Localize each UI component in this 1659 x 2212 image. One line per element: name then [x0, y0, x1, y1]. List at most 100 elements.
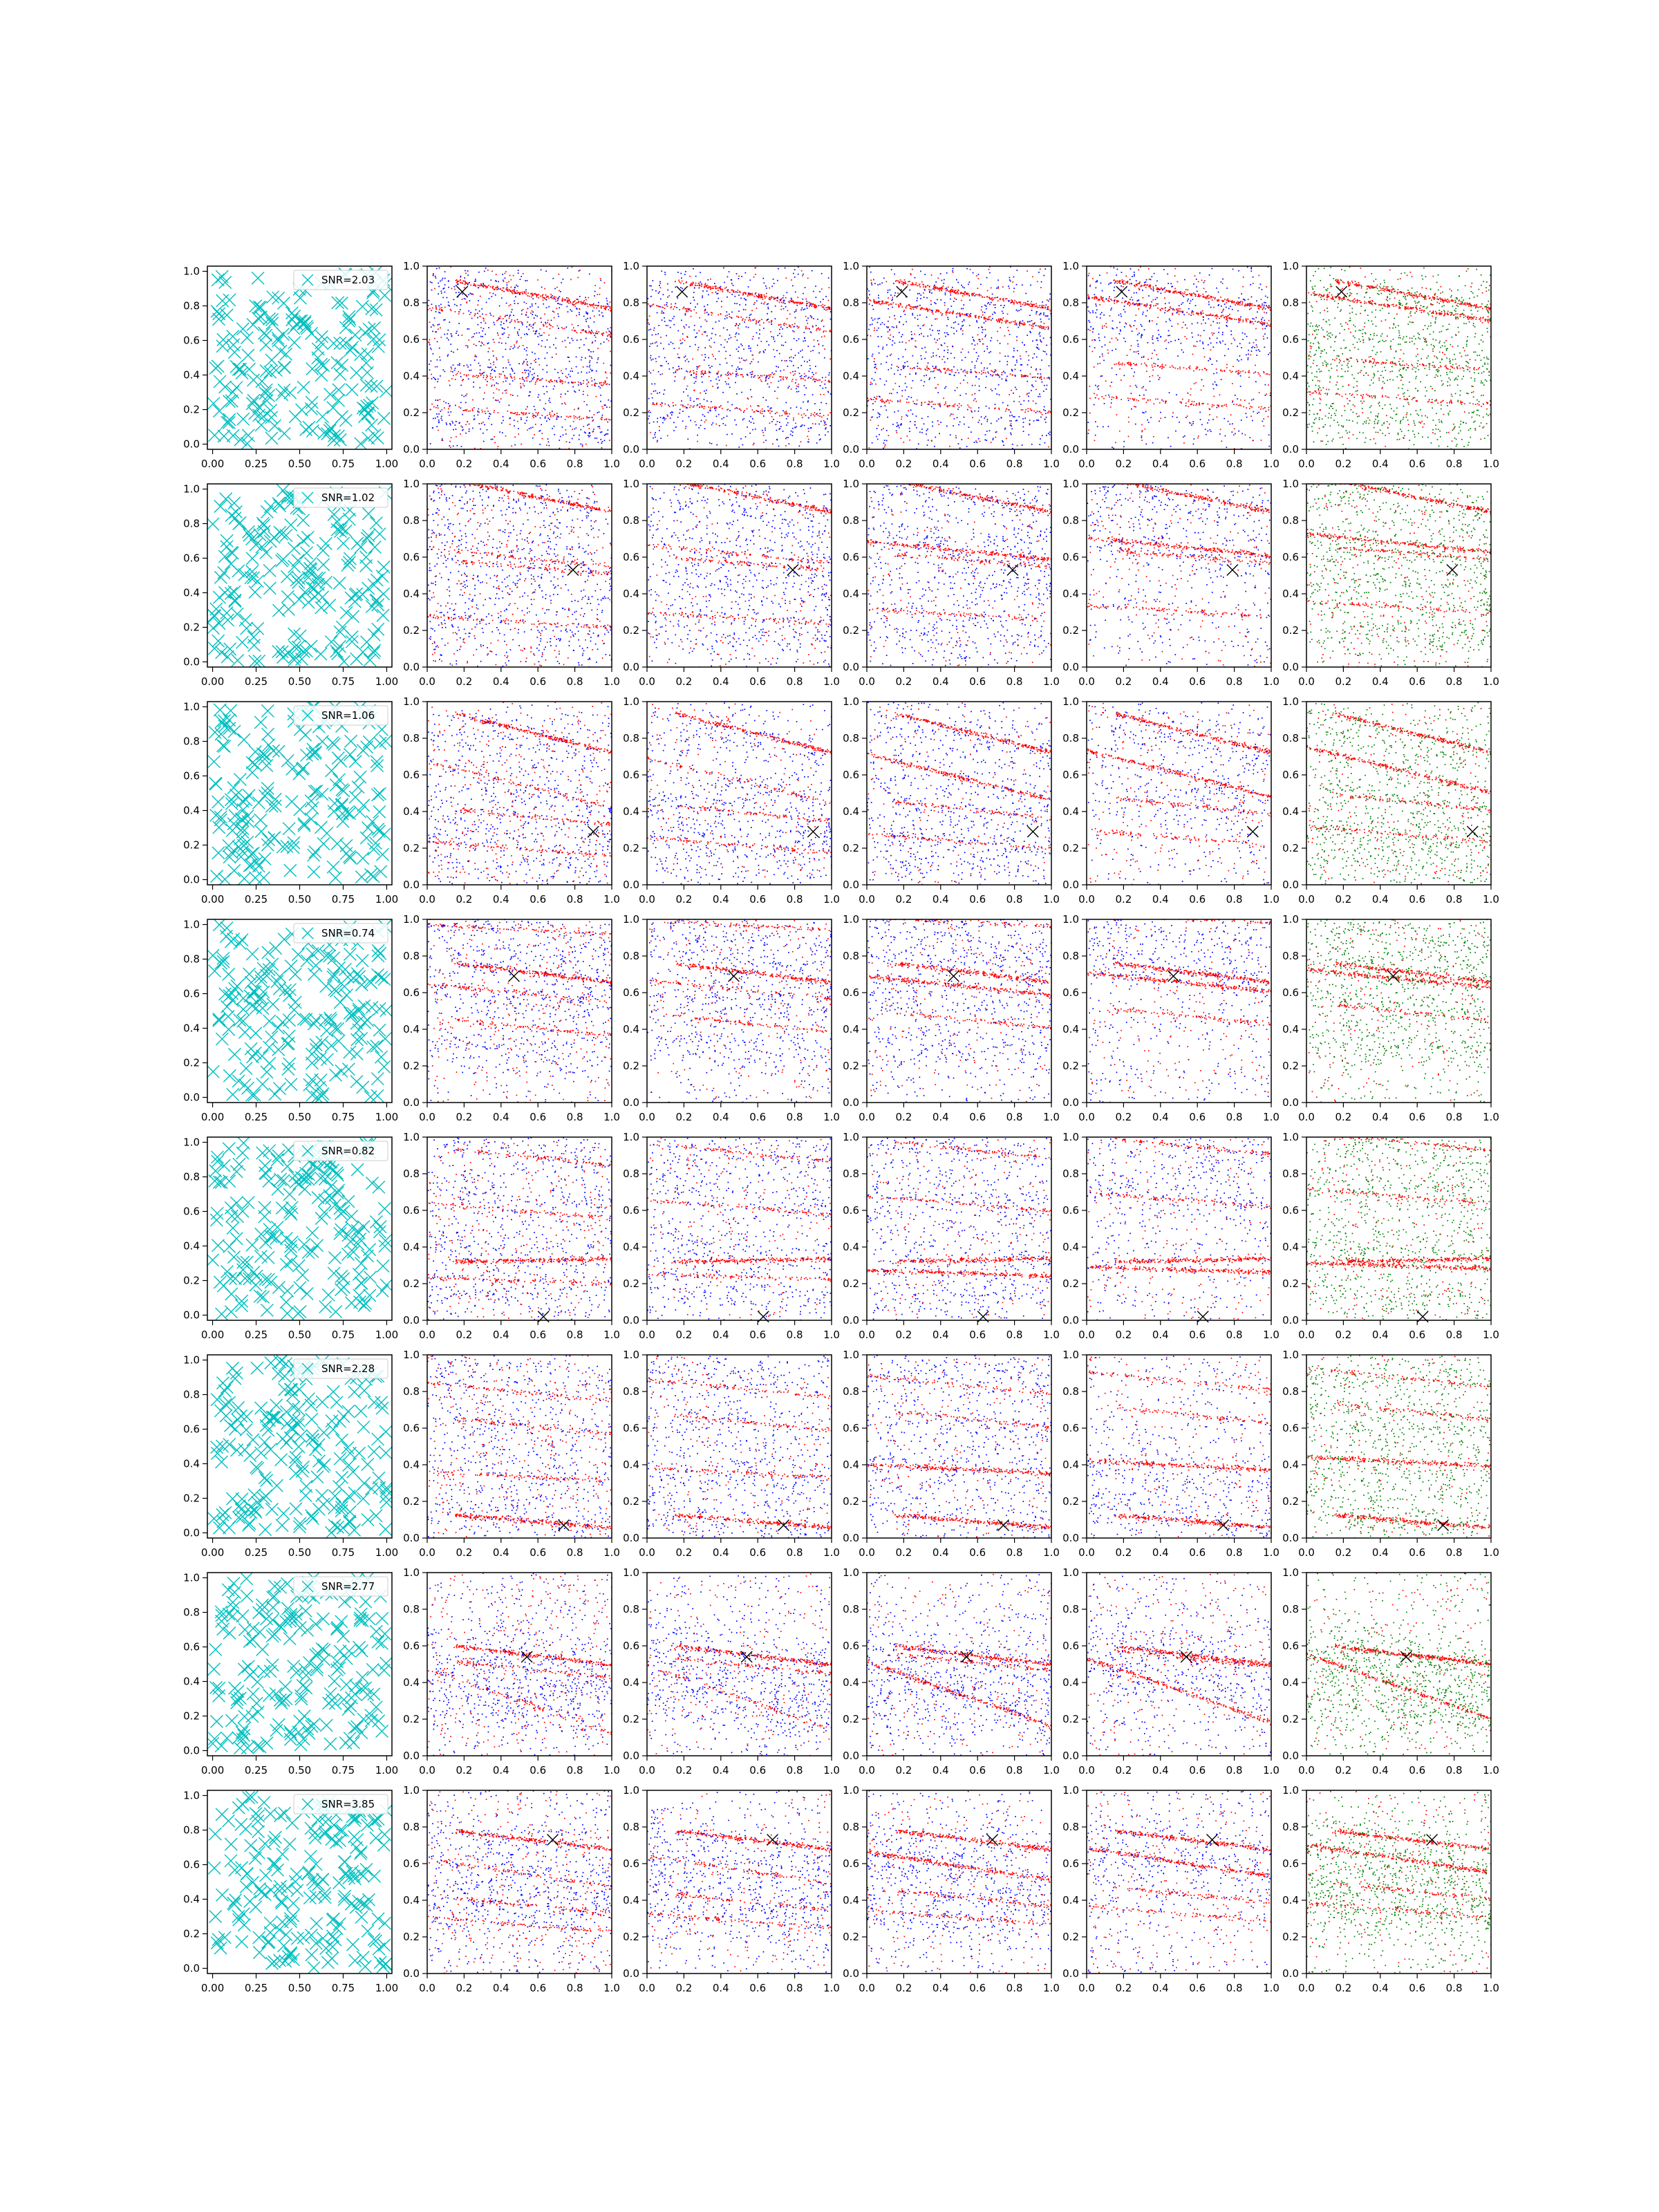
data-point: [603, 306, 604, 307]
data-point: [579, 314, 580, 315]
data-point: [707, 279, 709, 281]
data-point: [957, 417, 958, 418]
data-point: [996, 420, 997, 422]
data-point: [880, 324, 881, 326]
data-point: [554, 288, 556, 290]
data-point: [896, 280, 897, 281]
data-point: [779, 353, 780, 355]
data-point: [970, 315, 971, 317]
data-point: [531, 297, 532, 298]
data-point: [709, 372, 711, 373]
data-point: [825, 429, 826, 430]
data-point: [509, 289, 510, 290]
data-point: [564, 402, 565, 404]
data-point: [805, 375, 807, 377]
data-point: [598, 302, 599, 303]
data-point: [524, 301, 525, 303]
data-point: [479, 373, 480, 374]
data-point: [1047, 385, 1048, 386]
data-point: [727, 276, 729, 278]
data-point: [979, 386, 980, 387]
data-point: [750, 406, 751, 407]
data-point: [806, 320, 807, 321]
data-point: [442, 310, 443, 312]
data-point: [803, 402, 804, 403]
data-point: [962, 321, 963, 323]
data-point: [582, 446, 583, 447]
data-point: [677, 272, 679, 273]
data-point: [592, 417, 593, 418]
data-point: [506, 303, 507, 304]
data-point: [874, 283, 876, 284]
data-point: [892, 307, 893, 308]
data-point: [900, 400, 901, 401]
data-point: [777, 280, 778, 281]
data-point: [962, 326, 963, 327]
data-point: [807, 435, 809, 437]
data-point: [603, 315, 604, 317]
data-point: [708, 357, 709, 359]
data-point: [1033, 326, 1034, 327]
data-point: [1027, 375, 1029, 377]
data-point: [563, 382, 564, 383]
data-point: [797, 303, 798, 304]
data-point: [679, 281, 680, 283]
data-point: [888, 326, 889, 328]
data-point: [819, 330, 821, 331]
data-point: [914, 368, 915, 369]
data-point: [743, 348, 744, 350]
data-point: [675, 303, 676, 304]
data-point: [503, 318, 504, 319]
data-point: [928, 368, 929, 369]
data-point: [706, 400, 708, 402]
data-point: [1033, 377, 1035, 378]
data-point: [768, 378, 769, 379]
data-point: [952, 406, 953, 407]
data-point: [472, 428, 474, 429]
data-point: [751, 422, 752, 423]
data-point: [894, 292, 896, 294]
data-point: [726, 384, 727, 385]
data-point: [1017, 350, 1018, 352]
data-point: [1016, 388, 1018, 390]
data-point: [1255, 305, 1256, 306]
data-point: [915, 307, 916, 308]
data-point: [736, 407, 738, 409]
data-point: [985, 329, 986, 330]
data-point: [787, 437, 789, 438]
data-point: [878, 295, 879, 297]
data-point: [1043, 305, 1044, 306]
data-point: [975, 344, 976, 346]
data-point: [1040, 287, 1042, 288]
data-point: [800, 302, 801, 303]
data-point: [999, 409, 1000, 410]
data-point: [758, 294, 760, 296]
data-point: [881, 399, 883, 400]
data-point: [534, 434, 535, 435]
data-point: [481, 410, 482, 411]
data-point: [677, 417, 679, 418]
data-point: [480, 327, 482, 328]
data-point: [1002, 286, 1004, 288]
data-point: [674, 380, 675, 382]
data-point: [874, 358, 875, 359]
data-point: [740, 362, 741, 363]
data-point: [1000, 299, 1001, 301]
data-point: [701, 405, 702, 406]
data-point: [450, 424, 451, 426]
data-point: [984, 336, 986, 337]
data-point: [728, 384, 729, 385]
data-point: [991, 319, 992, 321]
data-point: [1030, 373, 1031, 375]
data-point: [486, 302, 487, 303]
data-point: [482, 433, 484, 434]
data-point: [955, 321, 956, 323]
data-point: [653, 402, 654, 404]
data-point: [474, 344, 475, 345]
data-point: [455, 311, 456, 312]
data-point: [484, 424, 485, 426]
data-point: [947, 358, 948, 359]
data-point: [800, 376, 801, 377]
data-point: [944, 404, 946, 406]
data-point: [603, 384, 604, 386]
